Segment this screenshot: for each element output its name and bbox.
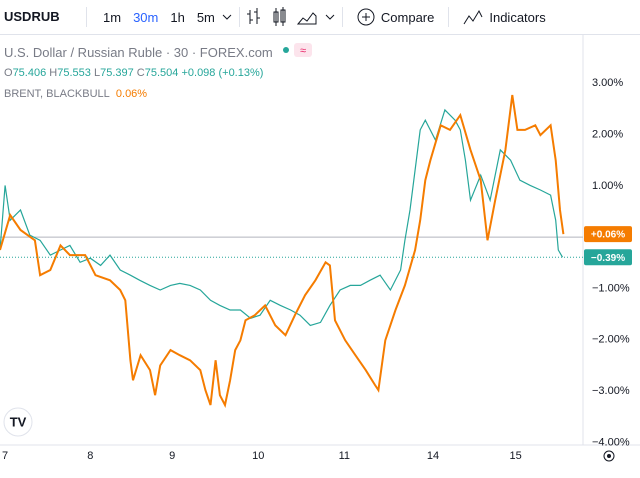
x-tick-label: 14 <box>427 450 439 462</box>
ohlc-value: 75.504 <box>144 67 179 79</box>
interval[interactable]: 1m <box>103 9 122 25</box>
svg-text:TV: TV <box>10 414 27 429</box>
compare-label: Compare <box>380 9 435 25</box>
x-tick-label: 8 <box>87 450 93 462</box>
ohlc-value: 75.397 <box>100 67 134 79</box>
last-value-box <box>584 249 632 266</box>
ohlc-value: 75.406 <box>12 67 47 79</box>
interval[interactable]: 5m <box>196 9 215 25</box>
interval[interactable]: 1h <box>170 9 185 25</box>
ohlc-key: C <box>136 67 145 79</box>
plus-icon <box>357 8 375 26</box>
ohlc-key: O <box>4 67 13 79</box>
change: +0.098 (+0.13%) <box>181 67 264 79</box>
x-tick-label: 7 <box>2 450 8 462</box>
ohlc-row: O75.406 H75.553 L75.397 C75.504 +0.098 (… <box>4 63 316 84</box>
ohlc-key: H <box>49 67 58 79</box>
x-tick-label: 11 <box>339 450 350 462</box>
interval[interactable]: 30m <box>133 9 159 25</box>
indicators-button[interactable]: Indicators <box>455 8 553 26</box>
chart: TV 3.00% 2.00% 1.00% −1.00% −2.00% −3.00% −4.0… <box>0 34 640 462</box>
last-value-label: −0.39% <box>591 253 625 264</box>
compare-button[interactable]: Compare <box>349 8 442 26</box>
x-tick-label: 15 <box>510 450 522 462</box>
y-tick-label: −1.00% <box>592 282 630 294</box>
y-tick-label: −2.00% <box>592 334 630 346</box>
y-tick-label: 1.00% <box>592 180 623 192</box>
ohlc-value: 75.553 <box>57 67 91 79</box>
svg-text:≈: ≈ <box>300 45 306 57</box>
series-line <box>0 108 564 327</box>
symbol[interactable]: USDRUB <box>0 7 87 27</box>
x-tick-label: 9 <box>169 450 175 462</box>
dropdown-icon[interactable] <box>221 12 233 22</box>
chart-style-icons[interactable] <box>246 6 336 28</box>
legend-row: U.S. Dollar / Russian Ruble · 30 · FOREX… <box>4 42 316 63</box>
legend: U.S. Dollar / Russian Ruble · 30 · FOREX… <box>4 42 316 105</box>
toolbar: USDRUB 1m 30m 1h 5m Compare Indicators <box>0 0 640 35</box>
last-value-box <box>584 226 632 243</box>
y-tick-label: −4.00% <box>592 436 630 448</box>
indicators-label: Indicators <box>489 9 546 25</box>
compare-value: 0.06% <box>115 88 148 100</box>
status-icons: ≈ <box>283 43 313 57</box>
last-value-label: +0.06% <box>591 230 625 241</box>
y-tick-label: −3.00% <box>592 385 630 397</box>
y-tick-label: 3.00% <box>592 77 623 89</box>
x-tick-label: 10 <box>252 450 264 462</box>
tv-logo: TV <box>3 407 33 437</box>
series-line <box>0 94 565 408</box>
legend-title: U.S. Dollar / Russian Ruble · 30 · FOREX… <box>4 45 273 60</box>
y-tick-label: 2.00% <box>592 128 623 140</box>
settings-icon[interactable] <box>603 450 615 462</box>
indicators-icon <box>463 9 483 25</box>
compare-row: BRENT, BLACKBULL 0.06% <box>4 84 316 105</box>
compare-name[interactable]: BRENT, BLACKBULL <box>4 88 110 100</box>
ohlc-key: L <box>93 67 101 79</box>
